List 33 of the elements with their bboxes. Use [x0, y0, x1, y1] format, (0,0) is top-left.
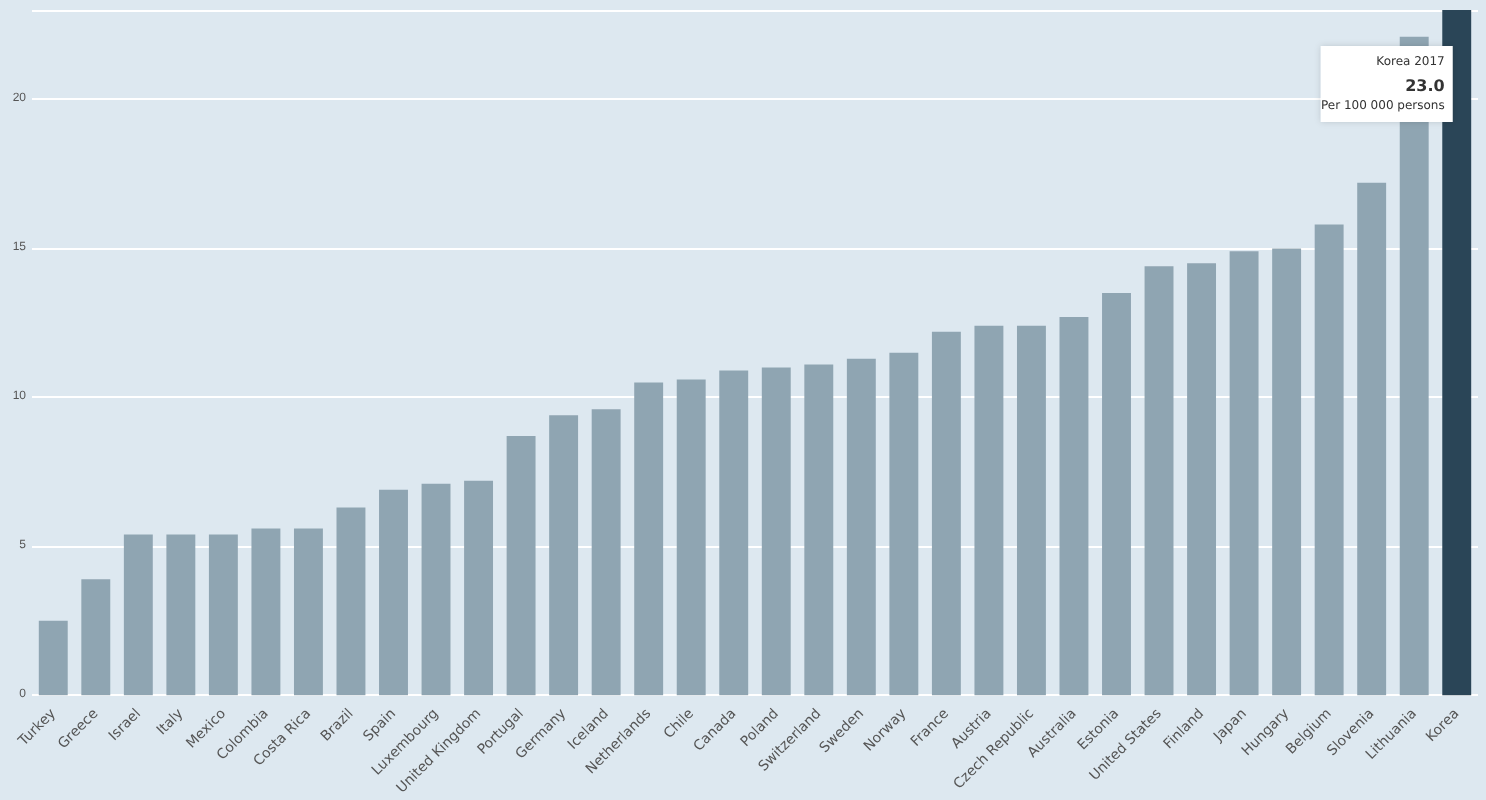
bar: [336, 507, 366, 696]
bar: [1059, 316, 1089, 696]
bar: [38, 620, 68, 696]
bar: [761, 367, 791, 696]
bar: [81, 579, 111, 696]
bar: [251, 528, 281, 696]
bar: [1144, 266, 1174, 696]
bar: [293, 528, 323, 696]
bar: [166, 534, 196, 696]
bar: [889, 352, 919, 696]
bar: [1016, 325, 1046, 696]
bar: [931, 331, 961, 696]
bar: [464, 480, 494, 696]
bar: [1102, 293, 1131, 696]
bar: [974, 325, 1004, 696]
bar: [1187, 263, 1217, 696]
bar: [1442, 10, 1472, 696]
bar: [1314, 224, 1344, 696]
bar: [1272, 248, 1302, 696]
bar: [506, 436, 536, 696]
bar: [846, 358, 876, 696]
bar: [208, 534, 238, 696]
bar: [634, 382, 664, 696]
bar: [1357, 182, 1387, 696]
bar: [123, 534, 153, 696]
bar: [1229, 251, 1259, 696]
bar: [591, 409, 621, 696]
bar: [379, 489, 408, 696]
bar: [719, 370, 749, 696]
bar: [549, 415, 579, 696]
bar: [804, 364, 834, 696]
bar: [421, 483, 451, 696]
bar: [676, 379, 706, 696]
